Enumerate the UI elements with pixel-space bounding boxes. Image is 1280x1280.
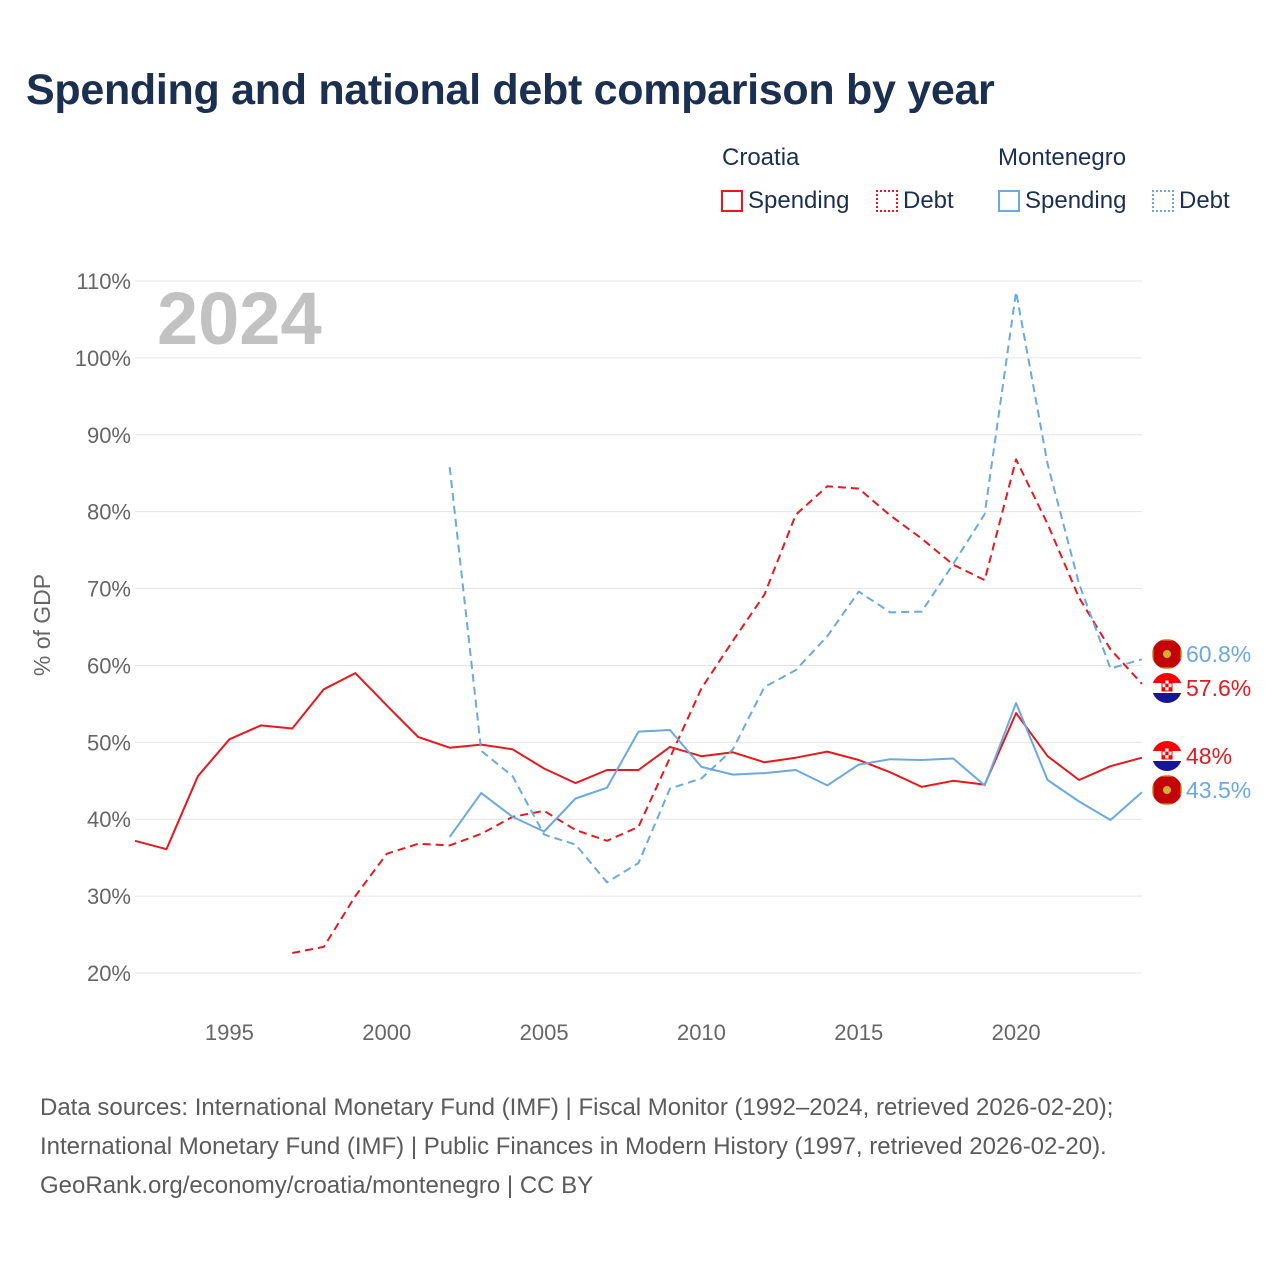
footer-credit[interactable]: GeoRank.org/economy/croatia/montenegro |… xyxy=(40,1172,594,1199)
series-line-croatia-spending[interactable] xyxy=(134,672,1143,851)
legend-group-croatia: Croatia xyxy=(722,144,800,171)
legend-montenegro-debt[interactable]: Debt xyxy=(1152,185,1230,217)
x-tick-label: 1995 xyxy=(205,1020,254,1045)
line-chart: 20% 30% 40% 50% 60% 70% 80% 90% 100% 110% 1995 2000… xyxy=(29,269,1251,1045)
y-tick-label: 70% xyxy=(87,577,131,602)
flag-croatia-icon xyxy=(1152,673,1182,703)
footer: Data sources: International Monetary Fun… xyxy=(40,1088,1113,1205)
year-watermark: 2024 xyxy=(157,277,322,360)
end-value-label: 57.6% xyxy=(1186,675,1251,701)
legend-group-montenegro: Montenegro xyxy=(998,144,1127,171)
end-value-label: 60.8% xyxy=(1186,641,1251,667)
y-axis-label: % of GDP xyxy=(29,574,55,676)
x-tick-label: 2010 xyxy=(677,1020,726,1045)
legend-montenegro-spending[interactable]: Spending xyxy=(998,185,1126,217)
y-tick-label: 60% xyxy=(87,653,131,678)
series-line-montenegro-spending[interactable] xyxy=(448,702,1143,838)
y-tick-label: 90% xyxy=(87,423,131,448)
series-line-montenegro-debt[interactable] xyxy=(448,290,1143,884)
legend-label: Debt xyxy=(903,187,954,214)
legend-swatch-croatia-debt xyxy=(876,190,898,212)
y-tick-label: 30% xyxy=(87,884,131,909)
end-value-label: 48% xyxy=(1186,743,1232,769)
y-tick-label: 100% xyxy=(75,346,131,371)
legend-label: Spending xyxy=(1025,187,1127,214)
legend-label: Spending xyxy=(748,187,850,214)
legend-croatia-spending[interactable]: Spending xyxy=(721,185,849,217)
footer-sources-line-2: International Monetary Fund (IMF) | Publ… xyxy=(40,1133,1107,1160)
y-tick-label: 110% xyxy=(76,269,131,294)
y-tick-label: 50% xyxy=(87,730,131,755)
series-line-croatia-debt[interactable] xyxy=(292,458,1143,954)
end-value-label: 43.5% xyxy=(1186,777,1251,803)
flag-montenegro-icon xyxy=(1152,639,1182,669)
flag-montenegro-icon xyxy=(1152,775,1182,805)
x-tick-label: 2020 xyxy=(992,1020,1041,1045)
legend-swatch-montenegro-debt xyxy=(1152,190,1174,212)
y-tick-label: 40% xyxy=(87,807,131,832)
x-tick-label: 2000 xyxy=(362,1020,411,1045)
y-tick-label: 80% xyxy=(87,500,131,525)
legend-swatch-croatia-spending xyxy=(721,190,743,212)
x-tick-label: 2015 xyxy=(834,1020,883,1045)
footer-sources-line-1: Data sources: International Monetary Fun… xyxy=(40,1094,1114,1121)
legend-swatch-montenegro-spending xyxy=(998,190,1020,212)
x-tick-label: 2005 xyxy=(520,1020,569,1045)
legend-croatia-debt[interactable]: Debt xyxy=(876,185,954,217)
legend-label: Debt xyxy=(1179,187,1230,214)
y-tick-label: 20% xyxy=(87,961,131,986)
flag-croatia-icon xyxy=(1152,741,1182,771)
chart-title: Spending and national debt comparison by… xyxy=(26,66,995,114)
